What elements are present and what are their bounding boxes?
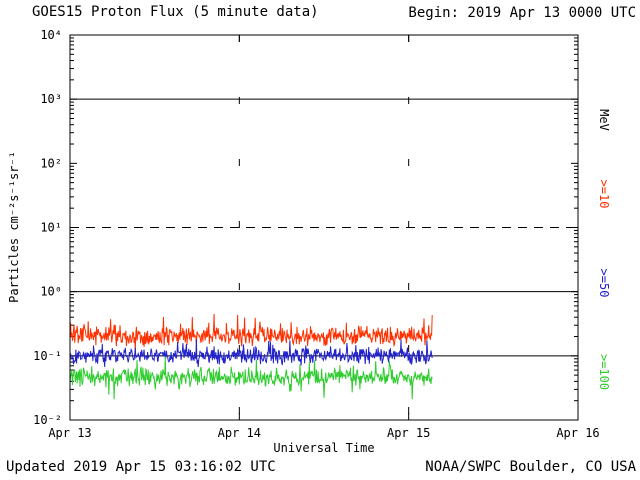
- y-tick-label: 10¹: [40, 221, 62, 235]
- y-axis-label: Particles cm⁻²s⁻¹sr⁻¹: [7, 151, 21, 303]
- x-axis-label: Universal Time: [273, 441, 375, 455]
- y-tick-label: 10²: [40, 156, 62, 170]
- legend-ge100-label: >=100: [597, 353, 611, 391]
- legend-ge50-label: >=50: [597, 268, 611, 298]
- x-tick-label: Apr 13: [48, 426, 91, 440]
- page-title: GOES15 Proton Flux (5 minute data): [32, 4, 319, 20]
- legend-ge10-label: >=10: [597, 179, 611, 209]
- y-tick-label: 10⁻¹: [33, 349, 62, 363]
- begin-timestamp: Begin: 2019 Apr 13 0000 UTC: [408, 5, 636, 21]
- series-line-ge10: [69, 313, 433, 352]
- series-line-ge50: [69, 339, 433, 368]
- y-tick-label: 10⁴: [40, 28, 62, 42]
- plot-border: [69, 34, 579, 421]
- x-tick-label: Apr 15: [387, 426, 430, 440]
- series-line-ge100: [69, 356, 433, 400]
- y-tick-label: 10⁰: [40, 285, 62, 299]
- x-tick-label: Apr 16: [556, 426, 599, 440]
- y-tick-label: 10⁻²: [33, 413, 62, 427]
- right-axis-unit-label: MeV: [597, 109, 611, 131]
- y-tick-label: 10³: [40, 92, 62, 106]
- source-attribution: NOAA/SWPC Boulder, CO USA: [425, 459, 636, 475]
- updated-timestamp: Updated 2019 Apr 15 03:16:02 UTC: [6, 459, 276, 475]
- x-tick-label: Apr 14: [218, 426, 261, 440]
